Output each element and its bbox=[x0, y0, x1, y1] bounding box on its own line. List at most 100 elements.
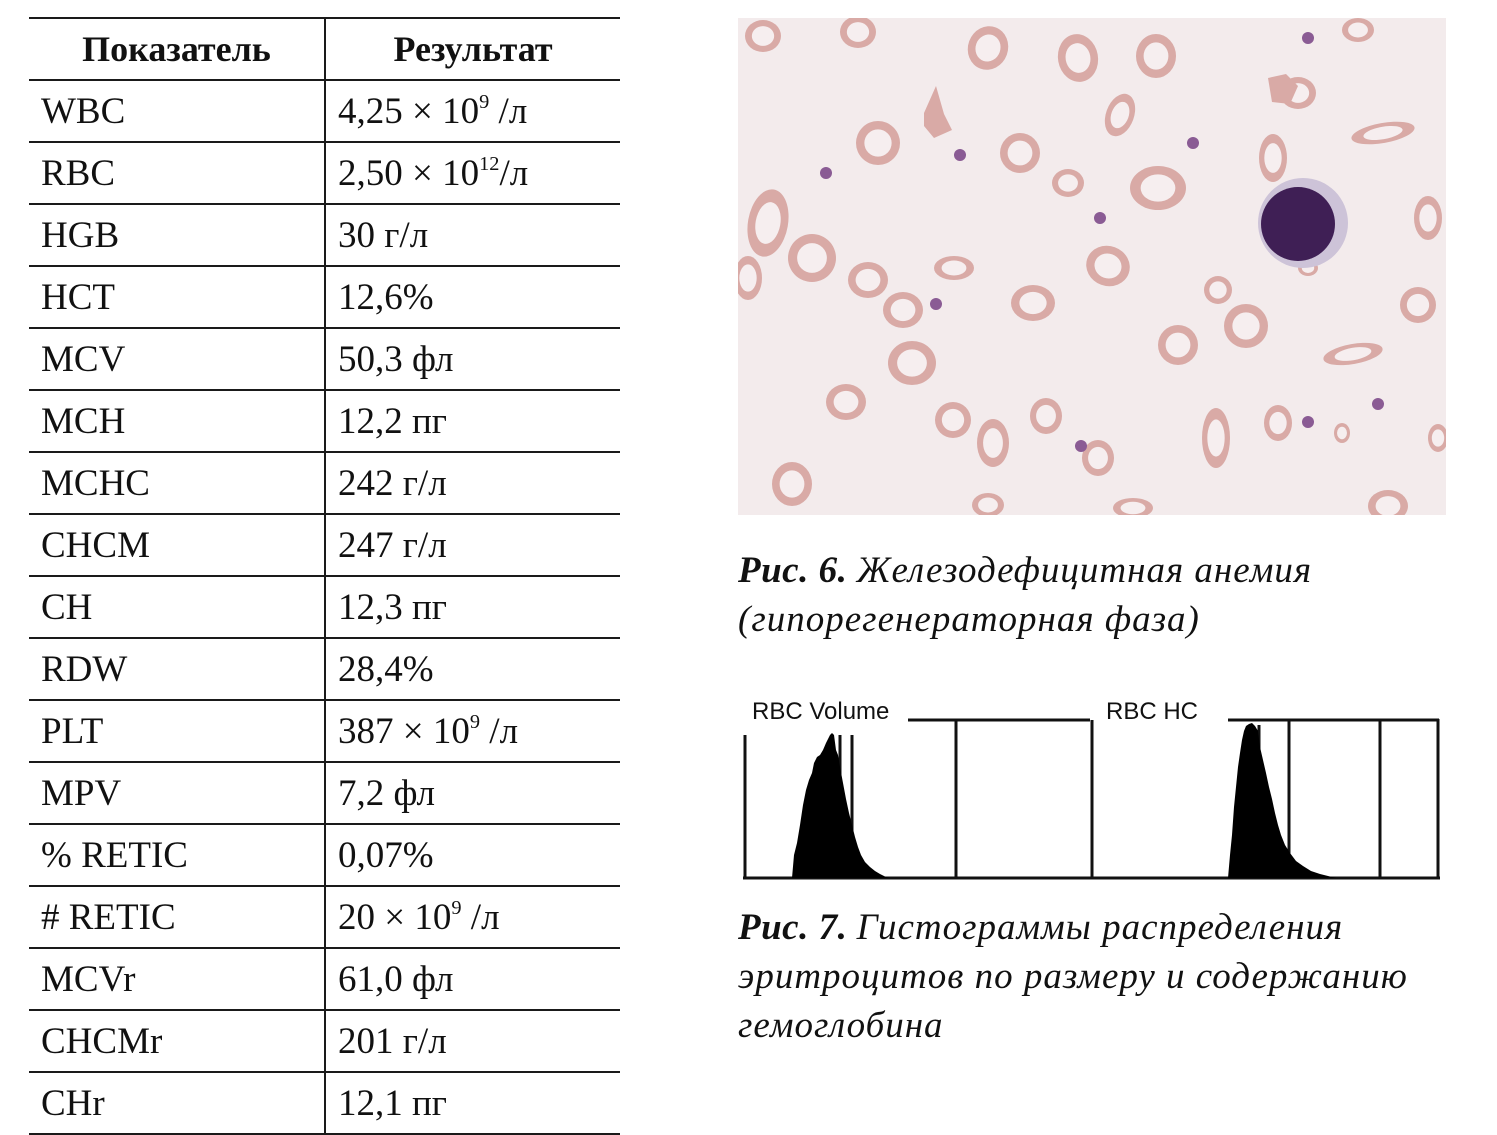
erythrocyte-pallor bbox=[1209, 281, 1227, 299]
figure-7-text: Гистограммы распределения эритроцитов по… bbox=[738, 907, 1408, 1046]
result-unit: /л bbox=[499, 152, 529, 194]
erythrocyte-pallor bbox=[1088, 446, 1108, 470]
result-cell: 50,3 фл bbox=[325, 328, 620, 391]
platelet bbox=[1302, 416, 1314, 428]
param-cell: MCHC bbox=[29, 452, 326, 515]
erythrocyte-pallor bbox=[941, 260, 967, 276]
erythrocyte-pallor bbox=[1363, 125, 1403, 141]
table-row: MCH 12,2 пг bbox=[29, 390, 620, 453]
result-exponent: 9 bbox=[451, 896, 462, 919]
param-cell: RDW bbox=[29, 638, 326, 701]
platelet bbox=[1302, 32, 1314, 44]
param-cell: MCV bbox=[29, 328, 326, 391]
result-cell: 2,50 × 1012/л bbox=[325, 142, 620, 205]
lymphocyte-nucleus bbox=[1261, 187, 1335, 261]
table-body: WBC 4,25 × 109 /л RBC 2,50 × 1012/л HGB 30 г/… bbox=[29, 80, 620, 1135]
erythrocyte-pallor bbox=[864, 129, 892, 157]
param-cell: HCT bbox=[29, 266, 326, 329]
result-value: 12,1 пг bbox=[338, 1082, 447, 1124]
result-cell: 28,4% bbox=[325, 638, 620, 701]
param-cell: CHr bbox=[29, 1072, 326, 1135]
param-cell: # RETIC bbox=[29, 886, 326, 949]
erythrocyte-pallor bbox=[1232, 312, 1260, 340]
table-row: MPV 7,2 фл bbox=[29, 762, 620, 825]
param-cell: % RETIC bbox=[29, 824, 326, 887]
param-cell: WBC bbox=[29, 80, 326, 143]
erythrocyte-pallor bbox=[1058, 174, 1078, 192]
erythrocyte-pallor bbox=[890, 298, 916, 322]
result-cell: 12,6% bbox=[325, 266, 620, 329]
platelet bbox=[954, 149, 966, 161]
result-value: 61,0 фл bbox=[338, 958, 454, 1000]
table-row: HGB 30 г/л bbox=[29, 204, 620, 267]
result-value: 30 г/л bbox=[338, 214, 429, 256]
erythrocyte-pallor bbox=[755, 202, 781, 244]
param-cell: CH bbox=[29, 576, 326, 639]
erythrocyte-pallor bbox=[1348, 22, 1368, 38]
erythrocyte-pallor bbox=[1143, 42, 1169, 70]
erythrocyte-pallor bbox=[1110, 101, 1130, 129]
result-cell: 12,2 пг bbox=[325, 390, 620, 453]
figure-6-caption: Рис. 6. Железодефицитная анемия (гипорег… bbox=[738, 546, 1458, 644]
erythrocyte-pallor bbox=[1065, 43, 1091, 73]
erythrocyte-pallor bbox=[1094, 253, 1122, 279]
table-row: MCHC 242 г/л bbox=[29, 452, 620, 515]
table-row: HCT 12,6% bbox=[29, 266, 620, 329]
erythrocyte-pallor bbox=[1264, 143, 1282, 173]
rbc-volume-histogram bbox=[792, 733, 890, 878]
result-cell: 0,07% bbox=[325, 824, 620, 887]
result-unit: /л bbox=[461, 896, 500, 938]
poikilocyte bbox=[924, 86, 952, 138]
result-cell: 61,0 фл bbox=[325, 948, 620, 1011]
result-cell: 242 г/л bbox=[325, 452, 620, 515]
erythrocyte-pallor bbox=[1334, 347, 1372, 361]
table-row: MCV 50,3 фл bbox=[29, 328, 620, 391]
erythrocyte-pallor bbox=[897, 349, 927, 377]
erythrocyte-pallor bbox=[1419, 204, 1437, 232]
param-cell: PLT bbox=[29, 700, 326, 763]
table-row: CHCMr 201 г/л bbox=[29, 1010, 620, 1073]
figure-6-text: Железодефицитная анемия (гипорегенератор… bbox=[738, 550, 1313, 640]
platelet bbox=[930, 298, 942, 310]
erythrocyte-pallor bbox=[1120, 501, 1146, 515]
rbc-hc-label: RBC HC bbox=[1100, 698, 1205, 726]
blood-smear-micrograph bbox=[738, 18, 1446, 515]
erythrocyte-pallor bbox=[975, 34, 1001, 62]
param-cell: MCVr bbox=[29, 948, 326, 1011]
erythrocyte-pallor bbox=[797, 243, 827, 273]
result-cell: 12,1 пг bbox=[325, 1072, 620, 1135]
result-value: 20 × 10 bbox=[338, 896, 452, 938]
result-cell: 30 г/л bbox=[325, 204, 620, 267]
rbc-hc-histogram bbox=[1228, 723, 1336, 878]
result-value: 201 г/л bbox=[338, 1020, 447, 1062]
erythrocyte-pallor bbox=[1337, 426, 1347, 440]
param-cell: HGB bbox=[29, 204, 326, 267]
result-cell: 4,25 × 109 /л bbox=[325, 80, 620, 143]
platelet bbox=[1094, 212, 1106, 224]
table-header-row: Показатель Результат bbox=[29, 17, 620, 81]
result-cell: 12,3 пг bbox=[325, 576, 620, 639]
result-cell: 387 × 109 /л bbox=[325, 700, 620, 763]
result-value: 50,3 фл bbox=[338, 338, 454, 380]
erythrocyte-pallor bbox=[1007, 140, 1033, 166]
result-value: 12,6% bbox=[338, 276, 434, 318]
erythrocyte-pallor bbox=[983, 428, 1003, 458]
rbc-volume-label: RBC Volume bbox=[746, 698, 896, 726]
result-exponent: 9 bbox=[469, 710, 481, 733]
erythrocyte-pallor bbox=[739, 264, 757, 292]
result-cell: 247 г/л bbox=[325, 514, 620, 577]
erythrocyte-pallor bbox=[751, 26, 775, 46]
param-cell: MCH bbox=[29, 390, 326, 453]
poikilocyte bbox=[1268, 74, 1298, 104]
result-value: 7,2 фл bbox=[338, 772, 436, 814]
result-exponent: 12 bbox=[479, 152, 500, 175]
histogram-graphic bbox=[743, 718, 1440, 880]
result-unit: /л bbox=[489, 90, 528, 132]
figure-6-label: Рис. 6. bbox=[738, 550, 848, 591]
table-row: CHCM 247 г/л bbox=[29, 514, 620, 577]
lab-results-table: Показатель Результат WBC 4,25 × 109 /л RBC… bbox=[29, 17, 620, 1135]
erythrocyte-pallor bbox=[1019, 291, 1047, 315]
table-row: % RETIC 0,07% bbox=[29, 824, 620, 887]
result-cell: 20 × 109 /л bbox=[325, 886, 620, 949]
table-row: WBC 4,25 × 109 /л bbox=[29, 80, 620, 143]
